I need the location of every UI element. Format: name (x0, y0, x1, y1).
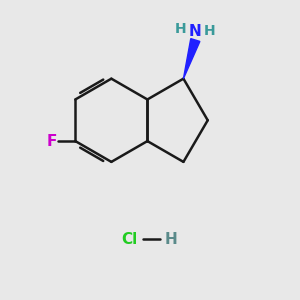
Polygon shape (183, 39, 200, 79)
Text: N: N (189, 23, 202, 38)
Text: Cl: Cl (121, 232, 137, 247)
Text: H: H (164, 232, 177, 247)
Text: H: H (175, 22, 187, 36)
Text: F: F (46, 134, 57, 148)
Text: H: H (204, 24, 215, 38)
